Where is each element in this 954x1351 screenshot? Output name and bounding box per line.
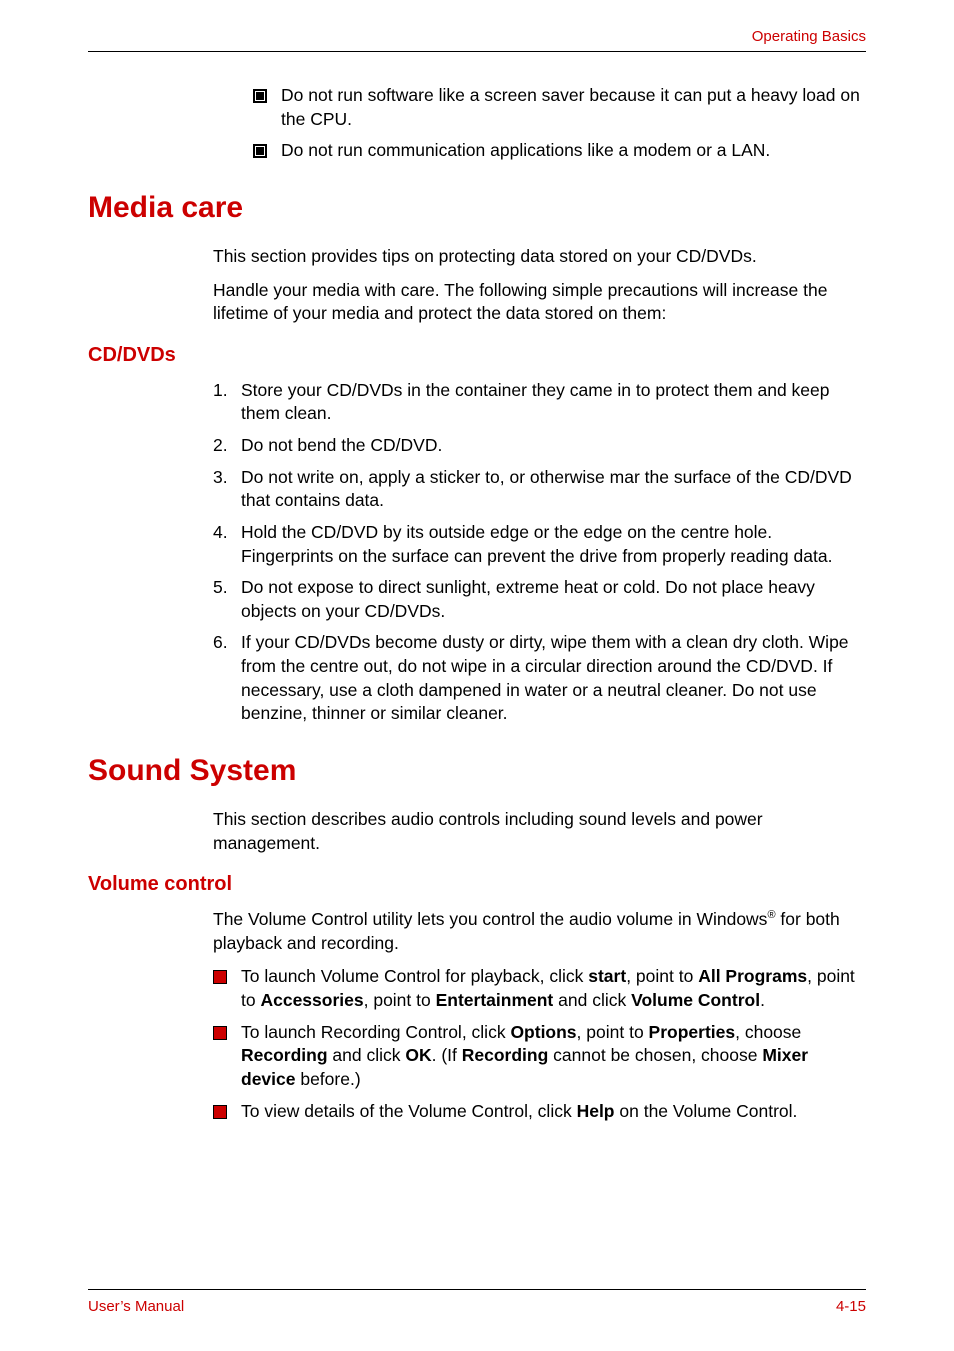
list-item: To view details of the Volume Control, c… bbox=[213, 1100, 866, 1124]
top-bullet-list: Do not run software like a screen saver … bbox=[253, 84, 866, 163]
list-text: Do not expose to direct sunlight, extrem… bbox=[241, 576, 866, 623]
bullet-text: To launch Volume Control for playback, c… bbox=[241, 965, 866, 1012]
square-bullet-icon bbox=[253, 89, 267, 103]
list-item: To launch Volume Control for playback, c… bbox=[213, 965, 866, 1012]
page-footer: User’s Manual 4-15 bbox=[88, 1289, 866, 1315]
list-number: 4. bbox=[213, 521, 241, 545]
footer-left: User’s Manual bbox=[88, 1298, 184, 1315]
heading-sound-system: Sound System bbox=[88, 754, 866, 788]
list-number: 3. bbox=[213, 466, 241, 490]
list-text: Hold the CD/DVD by its outside edge or t… bbox=[241, 521, 866, 568]
list-number: 6. bbox=[213, 631, 241, 655]
registered-symbol: ® bbox=[767, 909, 775, 921]
list-item: 5.Do not expose to direct sunlight, extr… bbox=[213, 576, 866, 623]
square-bullet-icon bbox=[213, 1105, 227, 1119]
list-number: 5. bbox=[213, 576, 241, 600]
heading-media-care: Media care bbox=[88, 191, 866, 225]
list-item: To launch Recording Control, click Optio… bbox=[213, 1021, 866, 1092]
list-item: 2.Do not bend the CD/DVD. bbox=[213, 434, 866, 458]
list-text: Do not bend the CD/DVD. bbox=[241, 434, 442, 458]
footer-page-number: 4-15 bbox=[836, 1298, 866, 1315]
list-item: Do not run software like a screen saver … bbox=[253, 84, 866, 131]
paragraph: This section describes audio controls in… bbox=[213, 808, 866, 855]
heading-cd-dvds: CD/DVDs bbox=[88, 344, 866, 367]
list-text: If your CD/DVDs become dusty or dirty, w… bbox=[241, 631, 866, 726]
header-section-label: Operating Basics bbox=[88, 28, 866, 45]
square-bullet-icon bbox=[213, 970, 227, 984]
text-run: The Volume Control utility lets you cont… bbox=[213, 909, 767, 929]
paragraph: Handle your media with care. The followi… bbox=[213, 279, 866, 326]
cd-dvd-list: 1.Store your CD/DVDs in the container th… bbox=[213, 379, 866, 726]
list-item: 1.Store your CD/DVDs in the container th… bbox=[213, 379, 866, 426]
list-item: 6.If your CD/DVDs become dusty or dirty,… bbox=[213, 631, 866, 726]
bullet-text: To view details of the Volume Control, c… bbox=[241, 1100, 797, 1124]
header-rule bbox=[88, 51, 866, 52]
footer-rule bbox=[88, 1289, 866, 1290]
list-text: Store your CD/DVDs in the container they… bbox=[241, 379, 866, 426]
list-number: 1. bbox=[213, 379, 241, 403]
bullet-text: Do not run software like a screen saver … bbox=[281, 84, 866, 131]
list-item: Do not run communication applications li… bbox=[253, 139, 866, 163]
square-bullet-icon bbox=[213, 1026, 227, 1040]
paragraph: The Volume Control utility lets you cont… bbox=[213, 908, 866, 955]
bullet-text: Do not run communication applications li… bbox=[281, 139, 770, 163]
square-bullet-icon bbox=[253, 144, 267, 158]
list-text: Do not write on, apply a sticker to, or … bbox=[241, 466, 866, 513]
paragraph: This section provides tips on protecting… bbox=[213, 245, 866, 269]
list-item: 3.Do not write on, apply a sticker to, o… bbox=[213, 466, 866, 513]
heading-volume-control: Volume control bbox=[88, 873, 866, 896]
list-item: 4.Hold the CD/DVD by its outside edge or… bbox=[213, 521, 866, 568]
bullet-text: To launch Recording Control, click Optio… bbox=[241, 1021, 866, 1092]
list-number: 2. bbox=[213, 434, 241, 458]
volume-bullet-list: To launch Volume Control for playback, c… bbox=[213, 965, 866, 1123]
